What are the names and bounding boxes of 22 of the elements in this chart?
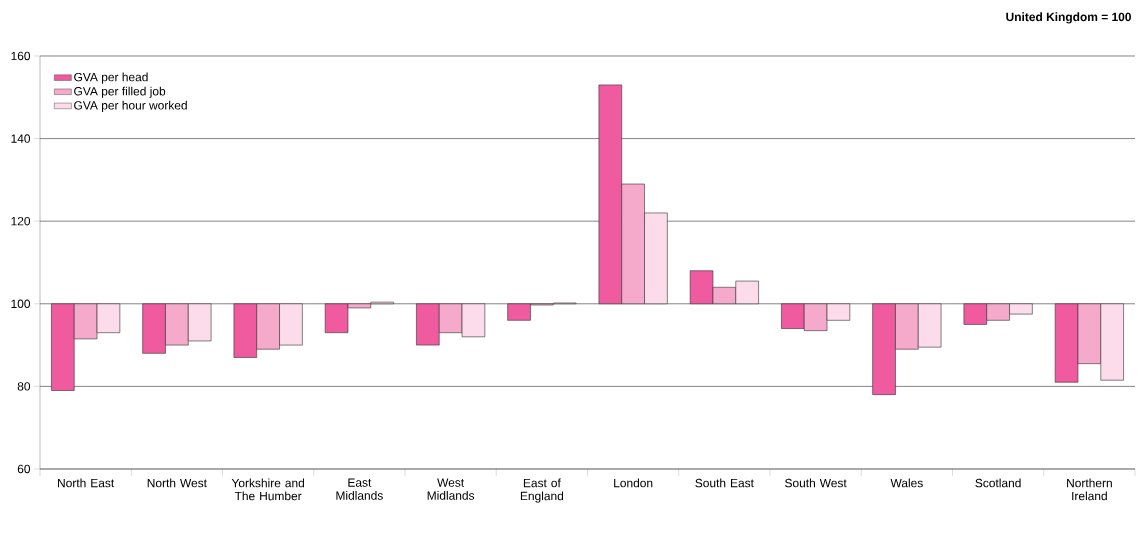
legend-label: GVA per hour worked: [74, 100, 187, 112]
x-tick-label: East Midlands: [336, 478, 383, 500]
chart-subtitle: United Kingdom = 100: [1006, 12, 1131, 24]
x-tick-label: North East: [58, 478, 115, 488]
x-tick-label: Wales: [890, 478, 923, 488]
x-tick-label: North West: [147, 478, 207, 488]
y-tick-label: 60: [17, 464, 31, 474]
y-tick-label: 100: [11, 299, 31, 309]
y-tick-label: 120: [11, 216, 31, 226]
x-tick-label: Scotland: [975, 478, 1021, 488]
x-tick-label: Yorkshire and The Humber: [231, 478, 304, 501]
y-tick-label: 140: [11, 134, 31, 143]
x-tick-label: East of England: [520, 478, 564, 503]
x-tick-label: West Midlands: [427, 478, 475, 500]
x-tick-label: South West: [785, 478, 847, 488]
legend-label: GVA per head: [74, 72, 148, 84]
x-tick-label: Northern Ireland: [1067, 478, 1112, 501]
legend-label: GVA per filled job: [74, 86, 166, 98]
y-tick-label: 160: [11, 51, 31, 61]
x-tick-label: London: [614, 478, 653, 488]
x-tick-label: South East: [695, 478, 754, 488]
y-tick-label: 80: [17, 382, 31, 391]
